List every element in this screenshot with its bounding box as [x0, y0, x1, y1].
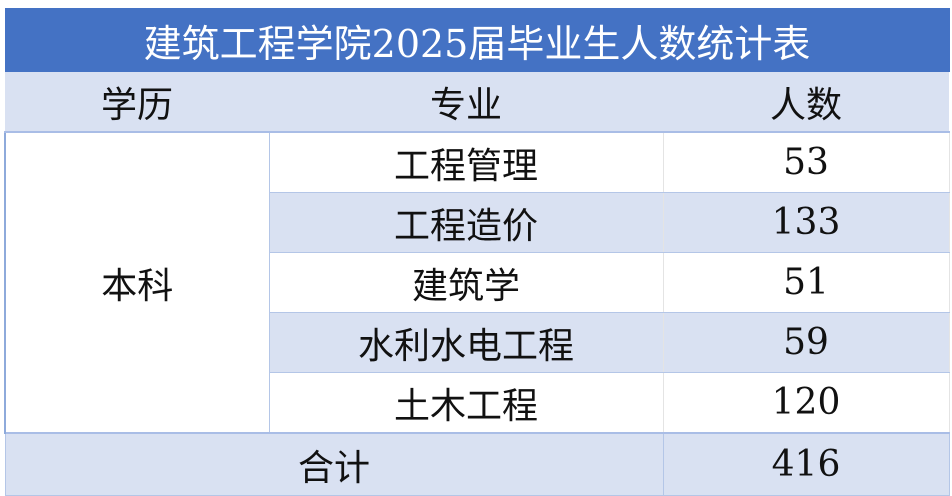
header-count: 人数	[663, 71, 950, 133]
major-cell: 工程管理	[268, 131, 664, 193]
count-cell: 53	[662, 131, 950, 193]
major-cell: 工程造价	[268, 192, 664, 253]
header-education: 学历	[5, 71, 269, 133]
total-count: 416	[662, 432, 950, 496]
total-label: 合计	[4, 432, 664, 496]
major-cell: 建筑学	[268, 252, 664, 313]
table-row: 本科 工程管理 53	[4, 131, 950, 434]
count-cell: 133	[662, 192, 950, 253]
table-row: 土木工程 120	[5, 372, 950, 434]
count-cell: 59	[662, 312, 950, 373]
graduate-statistics-table: 建筑工程学院2025届毕业生人数统计表 学历 专业 人数 本科 工程管理 53 …	[4, 8, 950, 496]
count-cell: 51	[662, 252, 950, 313]
major-cell: 土木工程	[268, 372, 664, 434]
table-row: 水利水电工程 59	[5, 312, 950, 373]
table-title: 建筑工程学院2025届毕业生人数统计表	[4, 8, 950, 72]
total-row: 合计 416	[4, 432, 950, 496]
major-cell: 水利水电工程	[268, 312, 664, 373]
education-cell: 本科	[4, 131, 270, 434]
header-major: 专业	[269, 71, 663, 133]
count-cell: 120	[662, 372, 950, 434]
table-row: 工程造价 133	[5, 192, 950, 253]
